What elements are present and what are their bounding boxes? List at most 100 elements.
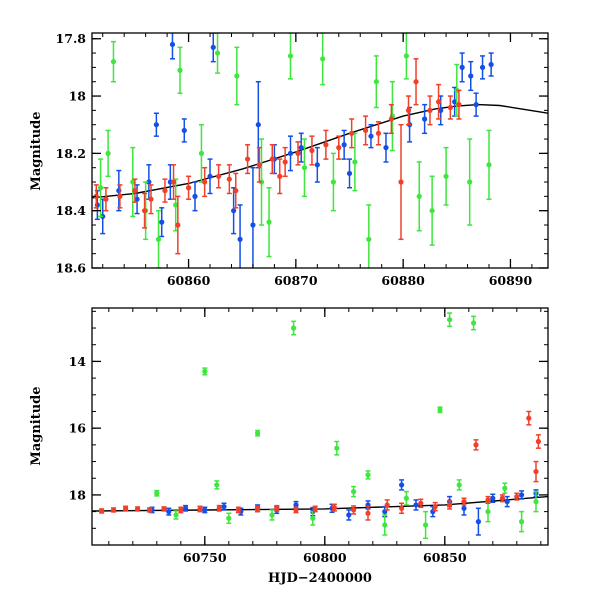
data-point xyxy=(456,479,462,491)
data-point xyxy=(375,121,382,146)
point-marker xyxy=(105,150,111,156)
point-marker xyxy=(293,502,299,508)
point-marker xyxy=(312,506,318,512)
data-point xyxy=(234,46,240,106)
point-marker xyxy=(269,156,275,162)
data-point xyxy=(366,204,372,268)
point-marker xyxy=(471,320,477,326)
point-marker xyxy=(514,493,520,500)
data-point xyxy=(216,504,222,512)
green-series xyxy=(154,312,539,540)
data-point xyxy=(295,141,301,166)
y-tick-label: 18.6 xyxy=(56,261,87,276)
point-marker xyxy=(301,165,308,171)
point-marker xyxy=(384,502,390,508)
data-point xyxy=(459,52,465,83)
data-point xyxy=(399,479,405,491)
point-marker xyxy=(330,179,337,185)
point-marker xyxy=(162,188,168,194)
data-point xyxy=(226,164,232,195)
point-marker xyxy=(526,415,532,421)
data-point xyxy=(514,492,520,501)
point-marker xyxy=(499,495,505,501)
data-point xyxy=(388,103,394,135)
point-marker xyxy=(111,507,117,513)
point-marker xyxy=(398,179,404,185)
point-marker xyxy=(207,173,213,179)
data-point xyxy=(432,501,438,512)
point-marker xyxy=(244,156,251,162)
point-marker xyxy=(413,79,419,85)
data-point xyxy=(418,498,424,509)
data-point xyxy=(405,95,412,126)
point-marker xyxy=(432,504,438,510)
data-point xyxy=(117,184,123,209)
data-point xyxy=(382,514,388,536)
point-marker xyxy=(255,506,261,512)
data-point xyxy=(403,33,409,80)
data-point xyxy=(202,506,208,514)
point-marker xyxy=(161,506,167,512)
point-marker xyxy=(141,208,148,214)
point-marker xyxy=(535,438,542,445)
point-marker xyxy=(237,236,243,242)
data-point xyxy=(323,129,329,160)
data-point xyxy=(221,502,227,511)
point-marker xyxy=(456,102,462,108)
data-point xyxy=(334,440,340,456)
point-marker xyxy=(429,208,435,214)
point-marker xyxy=(298,145,304,151)
data-point xyxy=(255,80,261,169)
point-marker xyxy=(231,208,237,214)
point-marker xyxy=(293,507,299,513)
point-marker xyxy=(159,219,165,225)
point-marker xyxy=(274,505,280,511)
data-point xyxy=(147,507,153,513)
bottom-x-axis-label: HJD−2400000 xyxy=(268,571,372,586)
data-point xyxy=(320,33,326,86)
point-marker xyxy=(175,222,181,228)
point-marker xyxy=(117,193,123,199)
data-point xyxy=(202,166,208,198)
point-marker xyxy=(461,505,467,511)
point-marker xyxy=(234,73,240,79)
data-point xyxy=(473,439,479,451)
point-marker xyxy=(235,507,241,513)
point-marker xyxy=(413,502,419,508)
data-point xyxy=(255,429,261,437)
point-marker xyxy=(110,59,117,65)
data-point xyxy=(488,52,494,77)
point-marker xyxy=(399,505,405,511)
point-marker xyxy=(363,127,369,134)
point-marker xyxy=(456,482,462,488)
data-point xyxy=(103,187,109,212)
point-marker xyxy=(331,505,337,511)
point-marker xyxy=(123,505,129,511)
y-tick-label: 18.2 xyxy=(56,146,86,161)
x-tick-label: 60750 xyxy=(183,550,227,565)
point-marker xyxy=(365,472,371,478)
data-point xyxy=(504,495,510,508)
point-marker xyxy=(435,99,442,105)
data-point xyxy=(533,460,539,483)
data-point xyxy=(363,115,369,146)
point-marker xyxy=(266,219,272,225)
point-marker xyxy=(418,500,424,506)
point-marker xyxy=(437,407,443,413)
point-marker xyxy=(178,507,184,513)
point-marker xyxy=(233,188,239,194)
data-point xyxy=(365,470,371,480)
data-point xyxy=(519,490,525,500)
point-marker xyxy=(216,505,222,511)
point-marker xyxy=(341,142,347,148)
data-point xyxy=(93,184,99,209)
y-tick-label: 17.8 xyxy=(56,31,87,46)
point-marker xyxy=(382,522,388,528)
data-point xyxy=(266,187,272,258)
point-marker xyxy=(346,170,353,177)
data-point xyxy=(413,499,419,511)
data-point xyxy=(226,512,232,525)
point-marker xyxy=(452,99,458,105)
point-marker xyxy=(490,495,496,501)
data-point xyxy=(153,112,159,137)
